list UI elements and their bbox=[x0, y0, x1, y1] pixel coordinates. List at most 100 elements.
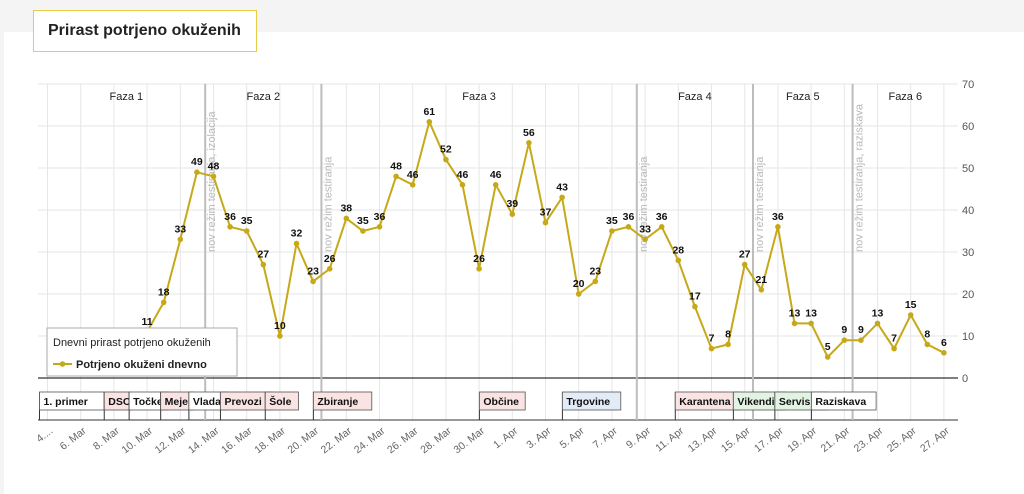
x-tick-label: 12. Mar bbox=[153, 425, 189, 457]
data-point[interactable] bbox=[194, 169, 200, 175]
x-tick-label: 10. Mar bbox=[119, 425, 155, 457]
data-point[interactable] bbox=[542, 219, 549, 226]
data-label: 26 bbox=[324, 253, 336, 265]
phase-divider-label: nov režim testiranja bbox=[638, 156, 650, 252]
data-label: 36 bbox=[224, 211, 236, 223]
x-tick-label: 20. Mar bbox=[285, 425, 321, 457]
y-tick-label: 40 bbox=[962, 205, 974, 217]
data-point[interactable] bbox=[692, 303, 698, 310]
data-point[interactable] bbox=[775, 224, 781, 230]
data-label: 35 bbox=[357, 215, 369, 227]
data-point[interactable] bbox=[874, 320, 881, 327]
event-flag[interactable] bbox=[811, 391, 877, 411]
chart-title-box: Prirast potrjeno okuženih bbox=[33, 10, 257, 52]
data-point[interactable] bbox=[526, 140, 532, 146]
data-label: 23 bbox=[307, 265, 319, 277]
data-point[interactable] bbox=[858, 337, 864, 344]
x-tick-label: 16. Mar bbox=[219, 425, 255, 457]
data-label: 46 bbox=[490, 169, 502, 181]
data-label: 28 bbox=[672, 244, 684, 256]
data-point[interactable] bbox=[343, 215, 350, 222]
event-flag[interactable] bbox=[562, 391, 622, 411]
x-tick-label: 7. Apr bbox=[591, 425, 620, 452]
data-point[interactable] bbox=[409, 182, 416, 188]
data-point[interactable] bbox=[243, 228, 250, 234]
legend-series-name: Potrjeno okuženi dnevno bbox=[76, 359, 207, 371]
chart-title: Prirast potrjeno okuženih bbox=[48, 22, 241, 39]
data-point[interactable] bbox=[509, 211, 516, 217]
event-label: Servisi bbox=[779, 396, 814, 408]
event-flag[interactable] bbox=[312, 391, 373, 411]
data-label: 48 bbox=[208, 160, 220, 172]
data-point[interactable] bbox=[426, 119, 433, 125]
data-point[interactable] bbox=[210, 173, 217, 180]
event-label: Vikendi bbox=[737, 396, 774, 408]
data-point[interactable] bbox=[625, 224, 632, 230]
data-point[interactable] bbox=[708, 345, 715, 352]
data-point[interactable] bbox=[393, 173, 399, 180]
data-point[interactable] bbox=[941, 350, 947, 356]
data-point[interactable] bbox=[791, 320, 798, 327]
data-point[interactable] bbox=[592, 278, 599, 285]
data-label: 21 bbox=[755, 274, 767, 286]
data-label: 37 bbox=[540, 207, 552, 219]
x-tick-label: 23. Apr bbox=[852, 425, 886, 455]
event-label: Prevozi bbox=[224, 396, 261, 408]
data-label: 39 bbox=[506, 198, 518, 210]
data-label: 46 bbox=[457, 169, 469, 181]
data-label: 20 bbox=[573, 278, 585, 290]
legend-marker bbox=[59, 361, 66, 367]
y-tick-label: 20 bbox=[962, 289, 974, 301]
data-point[interactable] bbox=[808, 320, 814, 327]
event-label: DSO bbox=[108, 396, 131, 408]
phase-divider-label: nov režim testiranja, raziskava bbox=[854, 103, 866, 252]
data-label: 27 bbox=[257, 249, 269, 261]
data-label: 17 bbox=[689, 291, 701, 303]
data-point[interactable] bbox=[459, 182, 466, 188]
x-tick-label: 19. Apr bbox=[785, 425, 819, 455]
data-point[interactable] bbox=[559, 194, 565, 201]
data-point[interactable] bbox=[741, 261, 748, 268]
data-point[interactable] bbox=[476, 266, 482, 272]
event-flag[interactable] bbox=[478, 391, 526, 411]
data-point[interactable] bbox=[725, 341, 731, 348]
x-tick-label: 22. Mar bbox=[319, 425, 355, 457]
data-label: 13 bbox=[805, 307, 817, 319]
event-label: Šole bbox=[269, 395, 291, 408]
data-point[interactable] bbox=[177, 236, 184, 243]
data-label: 33 bbox=[174, 223, 186, 235]
data-point[interactable] bbox=[376, 224, 383, 230]
data-point[interactable] bbox=[642, 236, 648, 243]
event-label: Točke bbox=[133, 396, 163, 408]
data-label: 9 bbox=[841, 324, 847, 336]
phase-label: Faza 2 bbox=[246, 91, 280, 103]
x-tick-label: 4.... bbox=[34, 425, 55, 445]
data-point[interactable] bbox=[443, 156, 449, 163]
data-label: 36 bbox=[623, 211, 635, 223]
data-label: 32 bbox=[291, 228, 303, 240]
data-point[interactable] bbox=[841, 337, 848, 344]
data-point[interactable] bbox=[492, 182, 499, 188]
data-point[interactable] bbox=[575, 291, 582, 297]
data-point[interactable] bbox=[658, 224, 665, 230]
data-label: 6 bbox=[941, 337, 947, 349]
data-point[interactable] bbox=[924, 341, 931, 348]
data-point[interactable] bbox=[227, 224, 233, 230]
event-flag[interactable] bbox=[264, 391, 299, 411]
data-point[interactable] bbox=[326, 266, 333, 272]
data-point[interactable] bbox=[293, 240, 300, 247]
data-point[interactable] bbox=[824, 354, 831, 360]
data-point[interactable] bbox=[758, 287, 765, 293]
data-point[interactable] bbox=[907, 312, 914, 318]
data-point[interactable] bbox=[891, 345, 897, 352]
data-point[interactable] bbox=[277, 333, 283, 339]
data-point[interactable] bbox=[160, 299, 167, 306]
event-label: 1. primer bbox=[44, 396, 88, 408]
data-point[interactable] bbox=[260, 261, 267, 268]
data-label: 7 bbox=[891, 333, 897, 345]
data-point[interactable] bbox=[609, 228, 615, 234]
data-point[interactable] bbox=[675, 257, 682, 264]
data-point[interactable] bbox=[310, 278, 316, 285]
data-point[interactable] bbox=[360, 228, 366, 234]
